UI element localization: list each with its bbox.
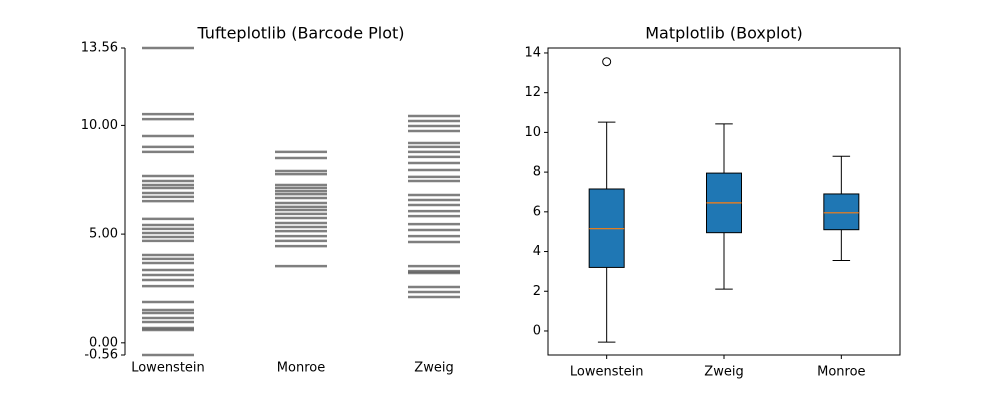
y-tick-label: 14 <box>524 45 541 60</box>
box <box>823 193 860 231</box>
x-tick-label: Lowenstein <box>570 365 644 380</box>
y-tick-label: 5.00 <box>89 227 118 242</box>
right-title: Matplotlib (Boxplot) <box>645 24 803 43</box>
x-tick-label: Monroe <box>817 365 865 380</box>
y-tick-label: 2 <box>533 284 541 299</box>
y-tick-label: 0 <box>533 323 541 338</box>
x-tick-label: Lowenstein <box>131 361 205 376</box>
x-tick-label: Zweig <box>414 361 453 376</box>
y-tick-label: 8 <box>533 165 541 180</box>
y-tick-label: 0.00 <box>89 335 118 350</box>
x-tick-label: Zweig <box>704 365 743 380</box>
y-tick-label: 6 <box>533 204 541 219</box>
y-tick-label: 10.00 <box>81 118 118 133</box>
y-tick-label: 12 <box>524 85 541 100</box>
flier <box>602 57 612 67</box>
y-tick-label: 13.56 <box>81 41 118 56</box>
y-tick-label: 4 <box>533 244 541 259</box>
left-title: Tufteplotlib (Barcode Plot) <box>196 24 404 43</box>
x-tick-label: Monroe <box>277 361 325 376</box>
y-tick-label: -0.56 <box>84 348 118 363</box>
y-tick-label: 10 <box>524 125 541 140</box>
